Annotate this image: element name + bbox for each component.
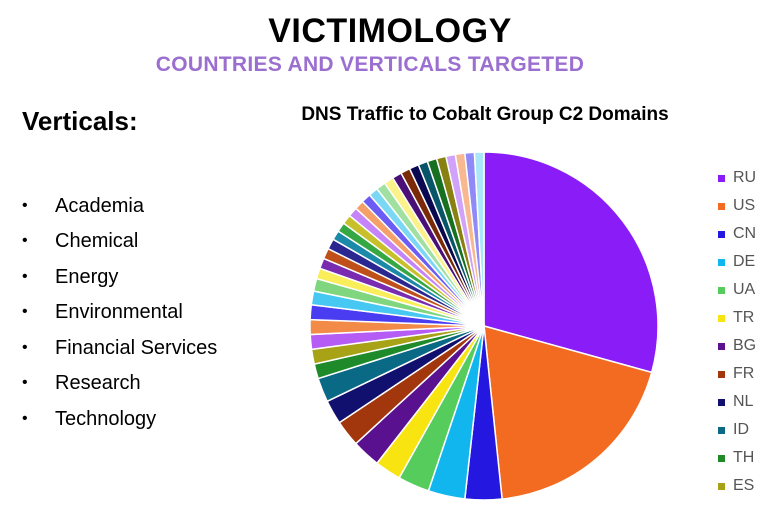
vertical-item: • Academia <box>22 188 217 224</box>
legend-item: NL <box>718 388 756 416</box>
legend-label: NL <box>733 393 754 410</box>
legend-item: ID <box>718 416 756 444</box>
legend-swatch <box>718 482 725 490</box>
vertical-item: • Chemical <box>22 224 217 260</box>
vertical-item: • Technology <box>22 401 217 437</box>
legend-swatch <box>718 454 725 462</box>
page-title: VICTIMOLOGY <box>268 12 512 50</box>
bullet-icon: • <box>22 409 28 427</box>
bullet-icon: • <box>22 267 28 285</box>
legend-swatch <box>718 314 725 322</box>
legend-swatch <box>718 342 725 350</box>
pie-slice-us <box>483 324 653 500</box>
verticals-list: • Academia • Chemical • Energy • Environment… <box>22 188 217 437</box>
vertical-label: Chemical <box>55 230 139 253</box>
legend-item: UA <box>718 276 756 304</box>
page-subtitle: COUNTRIES AND VERTICALS TARGETED <box>155 53 585 76</box>
pie-slice <box>473 151 485 327</box>
legend-label: US <box>733 197 756 214</box>
legend-label: ES <box>733 477 755 494</box>
legend-swatch <box>718 398 725 406</box>
chart-title: DNS Traffic to Cobalt Group C2 Domains <box>301 104 669 125</box>
vertical-item: • Energy <box>22 259 217 295</box>
legend-swatch <box>718 202 725 210</box>
legend-label: TH <box>733 449 755 466</box>
bullet-icon: • <box>22 232 28 250</box>
vertical-label: Technology <box>55 407 157 430</box>
legend-item: TR <box>718 304 756 332</box>
legend-swatch <box>718 230 725 238</box>
legend-item: TH <box>718 444 756 472</box>
legend-label: BG <box>733 337 757 354</box>
legend-swatch <box>718 370 725 378</box>
legend-label: CN <box>733 225 757 242</box>
legend-label: FR <box>733 365 755 382</box>
bullet-icon: • <box>22 374 28 392</box>
legend-item: DE <box>718 248 756 276</box>
legend-item: FR <box>718 360 756 388</box>
bullet-icon: • <box>22 338 28 356</box>
verticals-heading: Verticals: <box>22 106 138 136</box>
legend-label: ID <box>733 421 749 438</box>
vertical-item: • Financial Services <box>22 330 217 366</box>
vertical-item: • Environmental <box>22 295 217 331</box>
pie-slice-ru <box>483 151 659 374</box>
vertical-item: • Research <box>22 366 217 402</box>
vertical-label: Academia <box>55 194 144 217</box>
legend-item: RU <box>718 164 756 192</box>
chart-legend: RU US CN DE UA TR BG FR NL ID TH ES <box>718 164 756 500</box>
vertical-label: Research <box>55 372 141 395</box>
legend-swatch <box>718 174 725 182</box>
legend-label: RU <box>733 169 757 186</box>
legend-item: US <box>718 192 756 220</box>
vertical-label: Financial Services <box>55 336 218 359</box>
vertical-label: Environmental <box>55 301 183 324</box>
legend-swatch <box>718 286 725 294</box>
bullet-icon: • <box>22 303 28 321</box>
vertical-label: Energy <box>55 265 119 288</box>
legend-label: TR <box>733 309 755 326</box>
legend-label: UA <box>733 281 756 298</box>
legend-item: CN <box>718 220 756 248</box>
legend-item: BG <box>718 332 756 360</box>
bullet-icon: • <box>22 196 28 214</box>
legend-swatch <box>718 426 725 434</box>
legend-label: DE <box>733 253 756 270</box>
legend-swatch <box>718 258 725 266</box>
legend-item: ES <box>718 472 756 500</box>
